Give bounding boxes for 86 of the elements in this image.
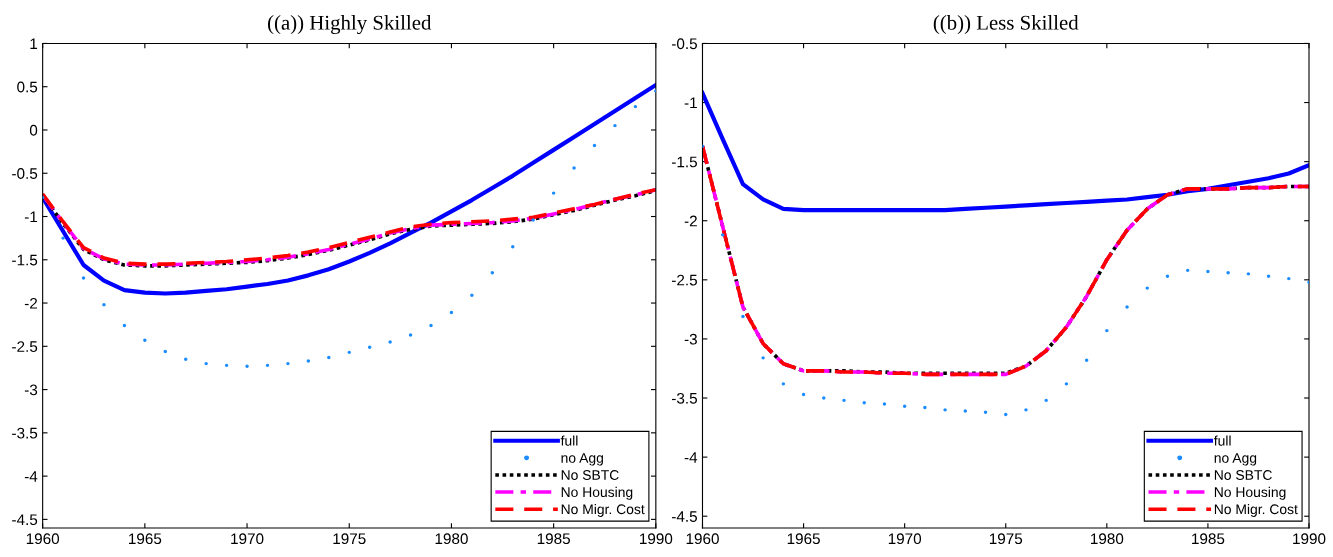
y-tick-label: 0.5 xyxy=(17,81,38,93)
point xyxy=(592,143,597,148)
point xyxy=(1246,272,1251,276)
point xyxy=(470,293,474,297)
legend-label: No SBTC xyxy=(1214,470,1272,480)
point xyxy=(1044,398,1048,403)
point xyxy=(1024,408,1028,412)
x-tick-label: 1960 xyxy=(686,533,719,545)
y-tick-label: -2 xyxy=(24,297,38,309)
x-tick-label: 1975 xyxy=(989,533,1023,545)
y-tick-label: -1 xyxy=(24,211,38,223)
y-tick-label: -1.5 xyxy=(671,156,697,168)
point xyxy=(1004,412,1008,417)
y-tick-label: -0.5 xyxy=(671,38,697,50)
y-tick-label: -3 xyxy=(684,333,697,345)
line-series xyxy=(42,82,656,296)
point xyxy=(1226,271,1230,275)
x-tick-label: 1980 xyxy=(435,533,468,545)
x-tick-label: 1990 xyxy=(1293,533,1326,545)
point xyxy=(1307,280,1310,284)
legend-label: no Agg xyxy=(1214,453,1257,466)
legend-label: no Agg xyxy=(561,453,603,466)
point xyxy=(1125,305,1129,309)
point xyxy=(1266,274,1271,278)
y-tick-label: -2.5 xyxy=(12,341,38,352)
point xyxy=(1165,274,1170,278)
point xyxy=(1064,382,1069,386)
y-tick-label: -3.5 xyxy=(671,392,697,404)
point xyxy=(1186,268,1190,273)
y-tick-label: 0 xyxy=(29,124,38,136)
legend-label: No Housing xyxy=(561,486,633,500)
point xyxy=(943,408,947,412)
legend-label: No Migr. Cost xyxy=(561,503,645,517)
y-tick-label: -3.5 xyxy=(12,427,38,439)
x-tick-label: 1975 xyxy=(333,533,366,545)
point xyxy=(902,404,907,408)
point xyxy=(822,396,826,400)
chart-title: ((b)) Less Skilled xyxy=(933,15,1079,34)
point xyxy=(531,218,535,222)
y-tick-label: -4 xyxy=(24,471,38,482)
point xyxy=(781,382,786,386)
point xyxy=(245,364,249,368)
x-tick-label: 1970 xyxy=(231,533,264,545)
point xyxy=(61,236,65,240)
y-tick-label: 1 xyxy=(30,38,38,49)
x-tick-label: 1970 xyxy=(888,533,922,545)
point xyxy=(721,233,725,237)
point xyxy=(122,323,127,328)
point xyxy=(801,392,806,397)
chart-title: ((a)) Highly Skilled xyxy=(268,15,432,35)
x-tick-label: 1985 xyxy=(1192,533,1225,545)
y-tick-label: -2 xyxy=(684,215,697,227)
point xyxy=(388,340,392,344)
x-tick-label: 1980 xyxy=(1091,533,1124,545)
y-tick-label: -3 xyxy=(24,384,38,396)
x-tick-label: 1965 xyxy=(787,533,820,545)
point xyxy=(224,363,229,368)
x-tick-label: 1985 xyxy=(537,533,570,545)
point xyxy=(327,355,331,360)
point xyxy=(102,303,106,307)
legend-label: No Housing xyxy=(1214,486,1286,500)
point xyxy=(204,361,208,366)
y-tick-label: -1 xyxy=(684,97,697,109)
legend-label: full xyxy=(560,435,578,446)
y-tick-label: -0.5 xyxy=(12,168,38,179)
point xyxy=(449,310,454,315)
x-tick-label: 1965 xyxy=(129,533,162,545)
point xyxy=(551,191,556,195)
point xyxy=(163,349,167,354)
legend-label: No SBTC xyxy=(561,470,619,480)
x-tick-label: 1960 xyxy=(26,533,60,545)
point xyxy=(1145,286,1149,290)
y-tick-label: -4.5 xyxy=(671,511,697,522)
point xyxy=(572,166,576,170)
legend-label: No Migr. Cost xyxy=(1214,503,1298,517)
y-tick-label: -2.5 xyxy=(671,274,697,286)
point xyxy=(633,104,638,109)
line-series xyxy=(702,91,1310,213)
y-tick-label: -4.5 xyxy=(12,514,38,526)
y-tick-label: -1.5 xyxy=(12,254,38,266)
point xyxy=(1105,328,1109,333)
x-tick-label: 1990 xyxy=(640,533,673,545)
point xyxy=(983,410,988,414)
point xyxy=(265,363,270,368)
legend-label: full xyxy=(1213,435,1231,446)
y-tick-label: -4 xyxy=(684,452,698,463)
